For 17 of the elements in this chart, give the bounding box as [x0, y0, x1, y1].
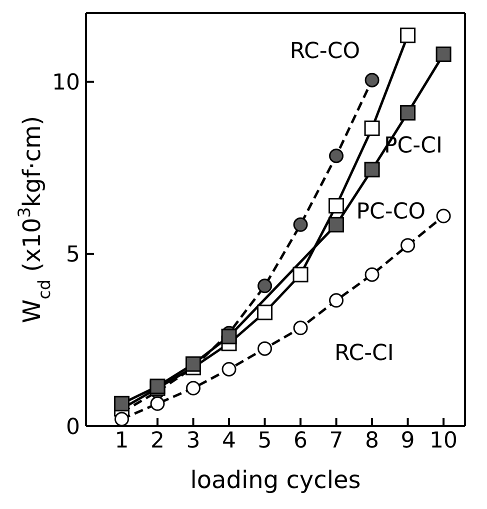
x-tick-label: 8 [365, 428, 380, 454]
x-tick-label: 6 [294, 428, 308, 454]
x-tick-label: 4 [222, 428, 236, 454]
y-tick-label: 0 [66, 414, 80, 440]
x-tick-label: 1 [114, 428, 129, 454]
series-label: RC-CI [334, 340, 394, 366]
series-label: PC-CO [356, 200, 426, 225]
x-tick-label: 3 [186, 428, 200, 454]
y-tick-label: 10 [52, 70, 80, 96]
y-tick-label: 5 [66, 242, 80, 268]
x-tick-label: 10 [430, 428, 458, 454]
x-tick-label: 9 [400, 428, 415, 454]
x-tick-label: 2 [150, 428, 165, 454]
x-tick-label: 5 [258, 428, 272, 454]
series-label: RC-CO [290, 39, 360, 64]
x-axis-title: loading cycles [190, 466, 361, 494]
x-tick-label: 7 [329, 428, 344, 454]
